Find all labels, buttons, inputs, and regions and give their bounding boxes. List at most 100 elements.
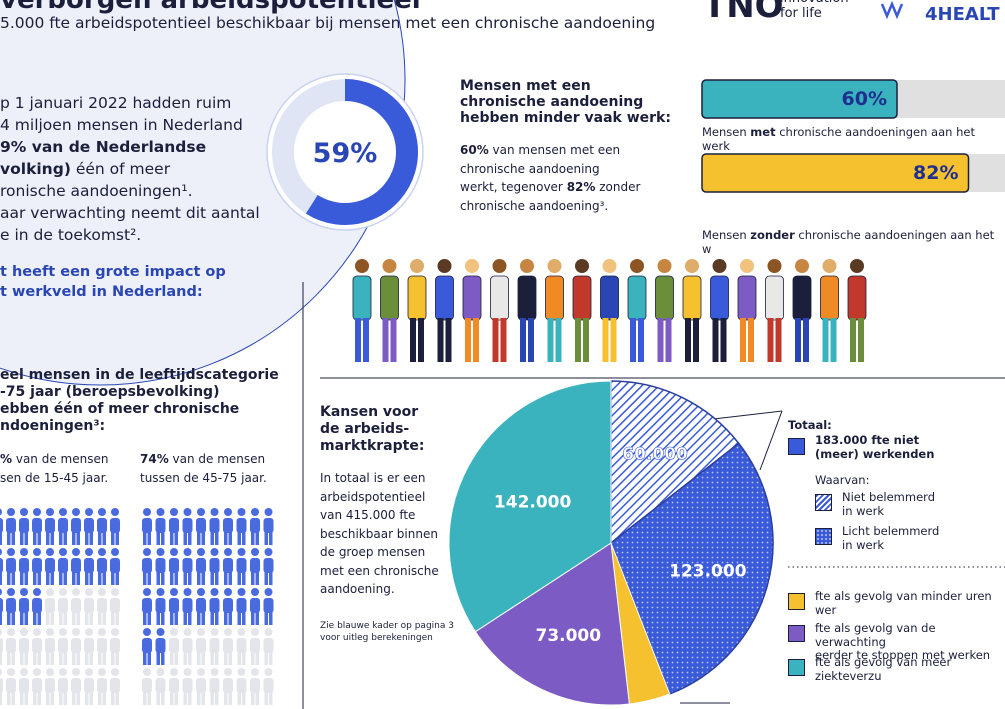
icon-leg [201, 692, 205, 705]
legs [795, 318, 801, 362]
body [600, 275, 619, 321]
icon-head [72, 628, 80, 636]
person-icon [169, 508, 179, 545]
icon-leg [188, 612, 192, 625]
person-icon [223, 668, 233, 705]
icon-head [46, 548, 54, 556]
person-icon [263, 508, 274, 545]
head [492, 259, 507, 273]
icon-head [156, 548, 165, 556]
person-illustration [435, 259, 454, 362]
intro-text: p 1 januari 2022 hadden ruim 4 miljoen m… [0, 92, 260, 246]
icon-leg [7, 612, 11, 625]
icon-leg [161, 532, 165, 545]
legend-subheading: Waarvan: [815, 473, 870, 487]
icon-leg [0, 692, 2, 705]
icon-leg [46, 652, 50, 665]
icon-leg [269, 532, 273, 545]
icon-leg [251, 692, 255, 705]
icon-head [46, 668, 54, 676]
person-icon [223, 548, 233, 585]
icon-leg [115, 532, 119, 545]
icon-body [58, 558, 68, 573]
icon-body [45, 598, 55, 613]
icon-head [7, 588, 15, 596]
bar [701, 153, 970, 193]
legs [850, 318, 856, 362]
icon-leg [161, 572, 165, 585]
icon-leg [174, 572, 178, 585]
person-icon [250, 588, 260, 625]
icon-leg [59, 612, 63, 625]
icon-leg [89, 652, 93, 665]
icon-leg [37, 652, 41, 665]
icon-body [84, 638, 94, 653]
icon-body [169, 558, 179, 573]
icon-leg [170, 612, 174, 625]
person-illustration [462, 259, 482, 362]
person-icon [236, 628, 247, 665]
person-icon [58, 548, 68, 585]
icon-leg [50, 572, 54, 585]
icon-leg [102, 612, 106, 625]
icon-body [236, 558, 247, 573]
icon-body [0, 518, 3, 533]
icon-body [182, 558, 193, 573]
body [820, 275, 839, 321]
person-icon [58, 628, 68, 665]
person-icon [45, 668, 55, 705]
opportunities-text: In totaal is er een arbeidspotentieel va… [320, 471, 439, 596]
icon-leg [37, 572, 41, 585]
text-run: van de mensen sen de 15-45 jaar. [0, 452, 109, 485]
legend-swatch [788, 625, 805, 642]
icon-leg [156, 612, 160, 625]
icon-head [0, 628, 2, 636]
icon-leg [269, 692, 273, 705]
legs [437, 318, 444, 362]
icon-head [0, 508, 2, 516]
icon-body [182, 638, 193, 653]
icon-leg [237, 572, 241, 585]
icon-body [6, 518, 16, 533]
icon-leg [76, 652, 80, 665]
bar-caption: Mensen zonder chronische aandoeningen aa… [702, 228, 1005, 256]
person-icon [196, 668, 206, 705]
icon-body [263, 558, 274, 573]
person-icon [71, 668, 81, 705]
icon-leg [197, 652, 201, 665]
icon-body [32, 598, 42, 613]
person-icon [209, 588, 220, 625]
person-icon [97, 548, 107, 585]
icon-body [209, 518, 220, 533]
icon-body [110, 678, 120, 693]
text-run: 74% [140, 452, 169, 466]
icon-head [224, 548, 232, 556]
icon-head [143, 668, 151, 676]
icon-head [33, 668, 41, 676]
icon-body [263, 678, 274, 693]
person-illustration [737, 259, 757, 362]
icon-body [110, 598, 120, 613]
icon-leg [115, 572, 119, 585]
person-icon [142, 628, 152, 665]
text-run: met [750, 125, 776, 139]
icon-body [45, 638, 55, 653]
body [682, 275, 702, 321]
icon-leg [255, 532, 259, 545]
person-icon [209, 508, 220, 545]
pie-slice [448, 380, 612, 633]
icon-leg [11, 532, 15, 545]
legs [355, 318, 361, 362]
icon-body [58, 638, 68, 653]
icon-leg [188, 652, 192, 665]
icon-body [236, 598, 247, 613]
icon-leg [50, 612, 54, 625]
legs [583, 318, 589, 362]
icon-leg [102, 572, 106, 585]
person-icon [169, 588, 179, 625]
icon-leg [251, 532, 255, 545]
icon-leg [50, 532, 54, 545]
legs [390, 318, 397, 362]
person-illustration [710, 259, 729, 362]
text-run: één of meer ronische aandoeningen¹. aar … [0, 160, 260, 244]
